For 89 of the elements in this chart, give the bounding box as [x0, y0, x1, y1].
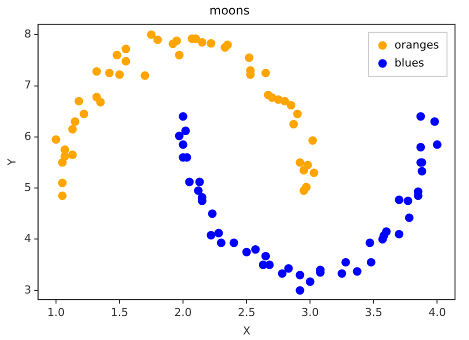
point: [394, 196, 404, 204]
point: [146, 30, 156, 39]
point: [338, 269, 346, 278]
point: [418, 166, 426, 176]
point: [404, 213, 414, 222]
point: [261, 252, 270, 260]
point: [302, 182, 311, 192]
point: [195, 178, 204, 186]
point: [280, 96, 290, 106]
x-tick-label: 2.0: [174, 306, 192, 320]
y-tick-label: 4: [24, 232, 32, 246]
point: [74, 96, 84, 106]
point: [296, 270, 304, 280]
y-tick-label: 8: [24, 27, 32, 40]
point: [174, 50, 184, 60]
point: [206, 39, 216, 48]
point: [96, 98, 105, 106]
point: [278, 269, 286, 278]
point: [172, 36, 182, 46]
point: [52, 135, 60, 144]
point: [214, 228, 223, 238]
point: [140, 71, 150, 80]
point: [80, 110, 88, 118]
x-tick-label: 1.5: [110, 306, 128, 320]
point: [153, 35, 162, 44]
point: [122, 56, 130, 66]
x-tick-label: 3.5: [364, 306, 382, 320]
point: [432, 140, 442, 149]
point: [70, 117, 80, 126]
x-axis-title: X: [242, 324, 251, 338]
point: [174, 132, 184, 140]
point: [308, 136, 317, 145]
point: [115, 70, 124, 79]
point: [122, 44, 130, 54]
point: [416, 142, 425, 152]
point: [265, 260, 274, 270]
point: [206, 230, 216, 240]
point: [306, 277, 314, 286]
point: [430, 117, 439, 126]
point: [185, 178, 194, 186]
point: [112, 50, 122, 60]
point: [366, 258, 376, 267]
point: [230, 238, 238, 248]
point: [366, 238, 374, 248]
legend-label: oranges: [394, 38, 440, 52]
point: [181, 126, 190, 136]
point: [296, 286, 304, 295]
y-axis-title: Y: [5, 158, 18, 166]
point: [92, 67, 101, 76]
point: [194, 186, 203, 195]
y-tick-label: 3: [24, 283, 32, 296]
point: [286, 100, 296, 110]
point: [382, 227, 391, 236]
x-tick-label: 2.5: [238, 306, 256, 320]
x-tick-label: 1.0: [47, 306, 65, 320]
x-tick-label: 4.0: [428, 306, 446, 320]
point: [60, 152, 70, 161]
point: [303, 160, 312, 170]
point: [404, 196, 412, 206]
point: [216, 238, 226, 248]
point: [284, 264, 293, 273]
point: [293, 110, 302, 118]
point: [68, 150, 77, 160]
point: [198, 38, 206, 47]
point: [310, 168, 318, 178]
point: [251, 245, 260, 254]
point: [223, 40, 232, 50]
point: [178, 140, 188, 149]
point: [244, 53, 254, 62]
point: [208, 209, 217, 218]
point: [58, 178, 67, 188]
point: [289, 120, 298, 128]
point: [416, 112, 425, 121]
point: [68, 124, 77, 134]
point: [242, 248, 251, 256]
x-tick-label: 3.0: [301, 306, 319, 320]
point: [296, 158, 304, 167]
point: [105, 68, 114, 78]
point: [341, 258, 350, 267]
point: [394, 230, 404, 238]
point: [58, 191, 67, 200]
point: [352, 267, 362, 276]
point: [178, 112, 188, 121]
chart-title: moons: [209, 3, 250, 18]
legend-label: blues: [394, 56, 424, 70]
y-tick-label: 6: [24, 130, 32, 143]
y-tick-label: 7: [24, 78, 32, 92]
point: [261, 68, 270, 78]
y-tick-label: 5: [24, 180, 32, 194]
